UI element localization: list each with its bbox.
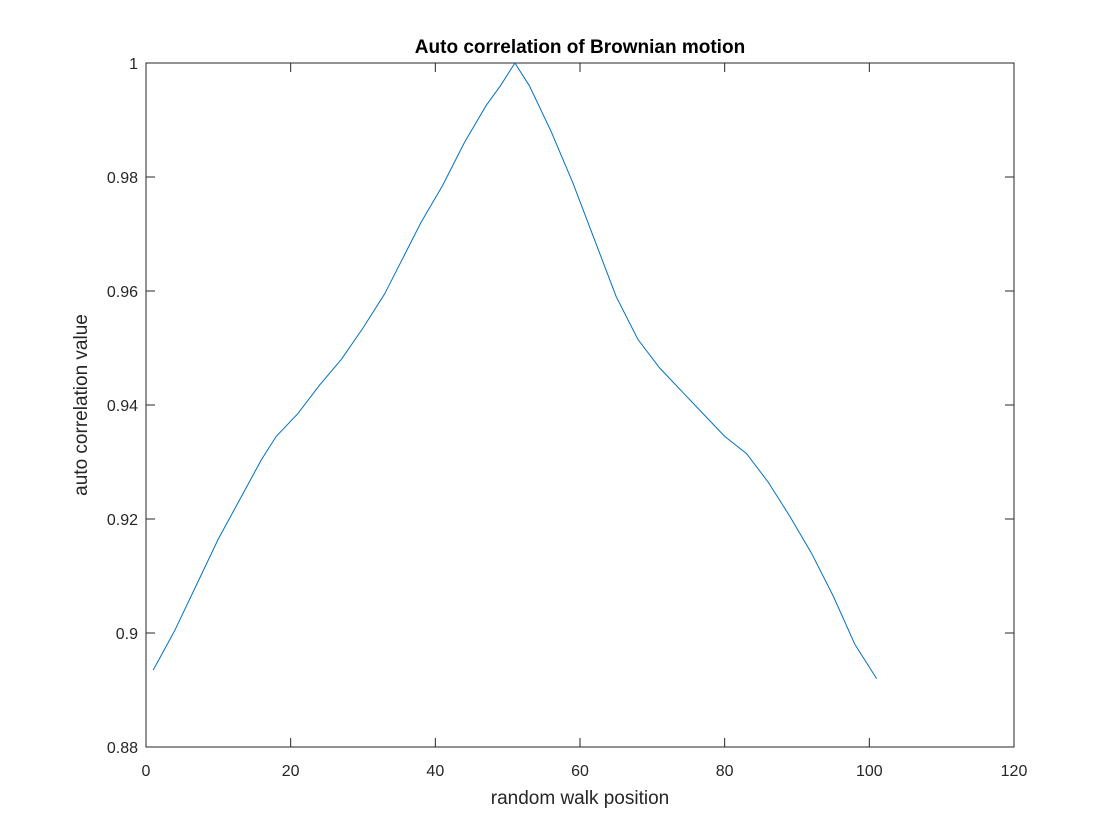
axes-box bbox=[145, 62, 1015, 748]
y-tick-label: 0.94 bbox=[107, 398, 138, 415]
x-tick-label: 0 bbox=[142, 763, 151, 780]
chart-title: Auto correlation of Brownian motion bbox=[415, 37, 745, 58]
x-axis-label: random walk position bbox=[491, 788, 669, 809]
y-tick-label: 0.88 bbox=[107, 740, 138, 757]
x-tick-label: 20 bbox=[282, 763, 300, 780]
x-tick-label: 80 bbox=[716, 763, 734, 780]
series-line bbox=[152, 62, 878, 679]
y-tick-label: 0.98 bbox=[107, 170, 138, 187]
x-tick-label: 100 bbox=[856, 763, 883, 780]
y-tick-label: 0.96 bbox=[107, 284, 138, 301]
plot-area: 0 20 40 60 80 100 120 0.88 0.9 0.92 0.94 0.96 0.98 1 bbox=[107, 56, 1028, 780]
y-tick-label: 1 bbox=[129, 56, 138, 73]
y-tick-label: 0.92 bbox=[107, 512, 138, 529]
y-axis-ticks: 0.88 0.9 0.92 0.94 0.96 0.98 1 bbox=[107, 56, 1014, 757]
y-tick-label: 0.9 bbox=[116, 626, 138, 643]
x-tick-label: 120 bbox=[1001, 763, 1028, 780]
x-tick-label: 40 bbox=[426, 763, 444, 780]
x-tick-label: 60 bbox=[571, 763, 589, 780]
x-axis-ticks: 0 20 40 60 80 100 120 bbox=[142, 63, 1028, 780]
y-axis-label: auto correlation value bbox=[71, 314, 92, 496]
